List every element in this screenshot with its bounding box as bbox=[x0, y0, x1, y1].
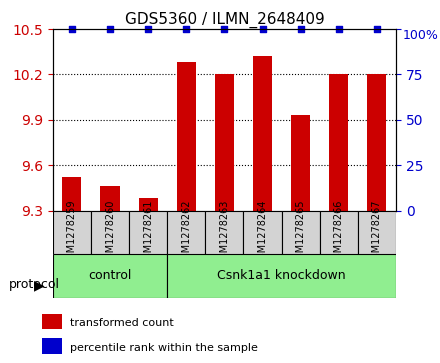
Text: Csnk1a1 knockdown: Csnk1a1 knockdown bbox=[217, 269, 346, 282]
Point bbox=[106, 26, 114, 32]
Text: 100%: 100% bbox=[403, 29, 439, 42]
FancyBboxPatch shape bbox=[358, 211, 396, 254]
Bar bbox=[100, 186, 120, 211]
Text: GSM1278265: GSM1278265 bbox=[296, 200, 306, 265]
FancyBboxPatch shape bbox=[129, 211, 167, 254]
Bar bbox=[367, 74, 386, 211]
FancyBboxPatch shape bbox=[91, 211, 129, 254]
Text: ▶: ▶ bbox=[34, 278, 45, 292]
Text: control: control bbox=[88, 269, 132, 282]
Text: protocol: protocol bbox=[9, 278, 60, 291]
Point bbox=[145, 26, 152, 32]
Text: GSM1278261: GSM1278261 bbox=[143, 200, 153, 265]
Text: transformed count: transformed count bbox=[70, 318, 173, 328]
Bar bbox=[253, 56, 272, 211]
Bar bbox=[42, 338, 62, 354]
FancyBboxPatch shape bbox=[320, 211, 358, 254]
Text: GSM1278259: GSM1278259 bbox=[67, 200, 77, 265]
Text: GSM1278267: GSM1278267 bbox=[372, 200, 382, 265]
FancyBboxPatch shape bbox=[53, 254, 167, 298]
Text: GSM1278260: GSM1278260 bbox=[105, 200, 115, 265]
Text: GSM1278264: GSM1278264 bbox=[257, 200, 268, 265]
Bar bbox=[62, 177, 81, 211]
FancyBboxPatch shape bbox=[243, 211, 282, 254]
Text: GSM1278266: GSM1278266 bbox=[334, 200, 344, 265]
Point bbox=[221, 26, 228, 32]
Bar bbox=[215, 74, 234, 211]
Bar bbox=[177, 62, 196, 211]
FancyBboxPatch shape bbox=[205, 211, 243, 254]
Point bbox=[374, 26, 381, 32]
FancyBboxPatch shape bbox=[167, 211, 205, 254]
Title: GDS5360 / ILMN_2648409: GDS5360 / ILMN_2648409 bbox=[125, 12, 324, 28]
FancyBboxPatch shape bbox=[282, 211, 320, 254]
Point bbox=[68, 26, 75, 32]
Text: GSM1278263: GSM1278263 bbox=[220, 200, 229, 265]
Bar bbox=[42, 314, 62, 329]
Text: percentile rank within the sample: percentile rank within the sample bbox=[70, 343, 257, 352]
FancyBboxPatch shape bbox=[53, 211, 91, 254]
Bar bbox=[329, 74, 348, 211]
Point bbox=[259, 26, 266, 32]
Bar bbox=[291, 115, 310, 211]
Point bbox=[297, 26, 304, 32]
Point bbox=[183, 26, 190, 32]
Text: GSM1278262: GSM1278262 bbox=[181, 200, 191, 265]
Bar bbox=[139, 199, 158, 211]
Point bbox=[335, 26, 342, 32]
FancyBboxPatch shape bbox=[167, 254, 396, 298]
